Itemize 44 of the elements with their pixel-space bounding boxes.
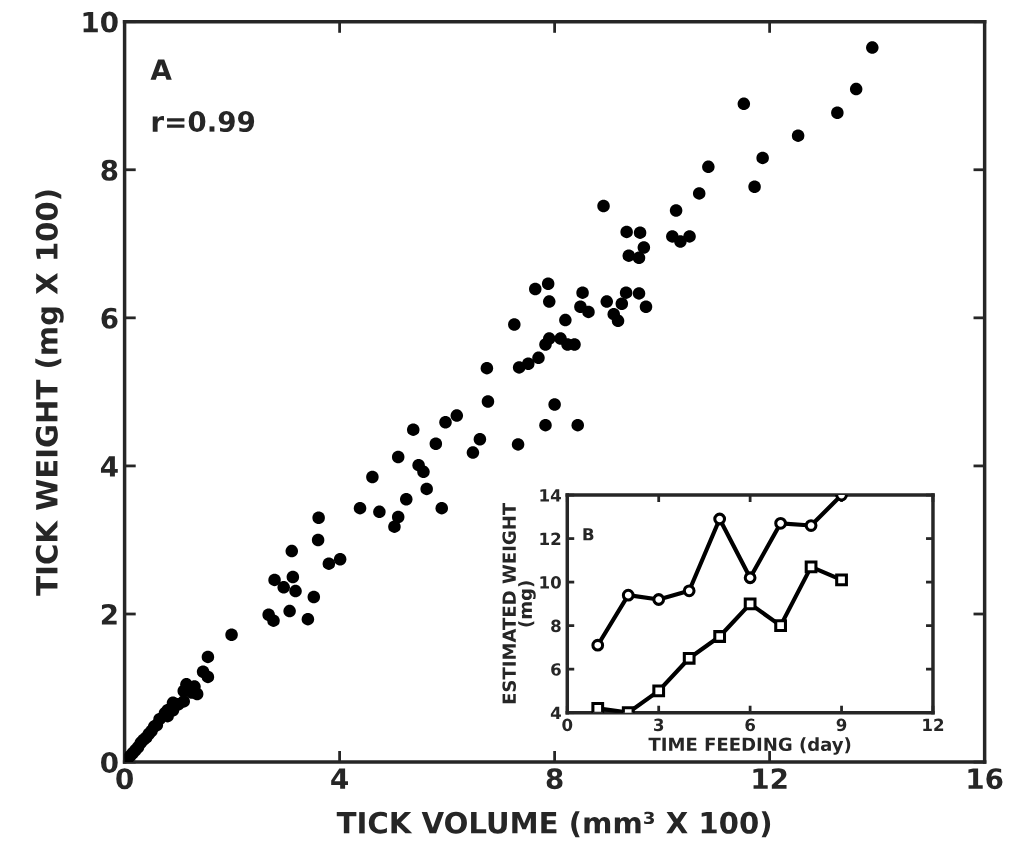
y-tick-label: 10	[540, 576, 561, 589]
y-axis-title: ESTIMATED WEIGHT (mg)	[502, 502, 536, 704]
point	[652, 593, 666, 606]
point	[713, 630, 727, 643]
y-tick-label: 6	[101, 307, 118, 329]
x-tick-label: 4	[331, 768, 348, 789]
annotation: r=0.99	[152, 111, 255, 133]
x-tick-label: 6	[745, 718, 756, 732]
point	[652, 684, 666, 698]
point	[774, 516, 787, 530]
y-tick-label: 12	[540, 532, 561, 545]
x-tick-label: 16	[968, 768, 1003, 790]
y-tick-label: 4	[100, 456, 118, 477]
y-tick-label: 0	[101, 752, 118, 774]
y-tick-label: 4	[550, 706, 561, 720]
point	[804, 519, 818, 532]
point	[804, 560, 818, 574]
point	[621, 588, 635, 602]
x-tick-label: 12	[753, 768, 787, 789]
y-tick-label: 2	[101, 603, 117, 625]
x-tick-label: 3	[654, 718, 664, 732]
y-tick-label: 8	[551, 619, 561, 633]
point	[591, 638, 605, 652]
point	[774, 619, 787, 633]
point	[835, 573, 848, 587]
point	[743, 571, 757, 585]
y-tick-label: 10	[83, 11, 118, 33]
y-axis-title: TICK WEIGHT (mg X 100)	[35, 190, 64, 596]
point	[713, 512, 727, 526]
point	[743, 597, 757, 611]
annotation: A	[150, 59, 172, 80]
x-tick-label: 9	[836, 718, 847, 732]
point	[682, 651, 696, 665]
x-axis-title: TICK VOLUME (mm³ X 100)	[336, 811, 771, 838]
x-tick-label: 12	[923, 718, 944, 731]
point	[682, 584, 696, 598]
y-tick-label: 6	[551, 663, 561, 676]
annotation: B	[583, 528, 594, 541]
x-tick-label: 0	[116, 768, 133, 790]
y-tick-label: 14	[540, 489, 561, 502]
x-axis-title: TIME FEEDING (day)	[648, 737, 851, 755]
x-tick-label: 0	[562, 718, 573, 732]
point	[591, 701, 605, 713]
y-tick-label: 8	[101, 159, 118, 181]
